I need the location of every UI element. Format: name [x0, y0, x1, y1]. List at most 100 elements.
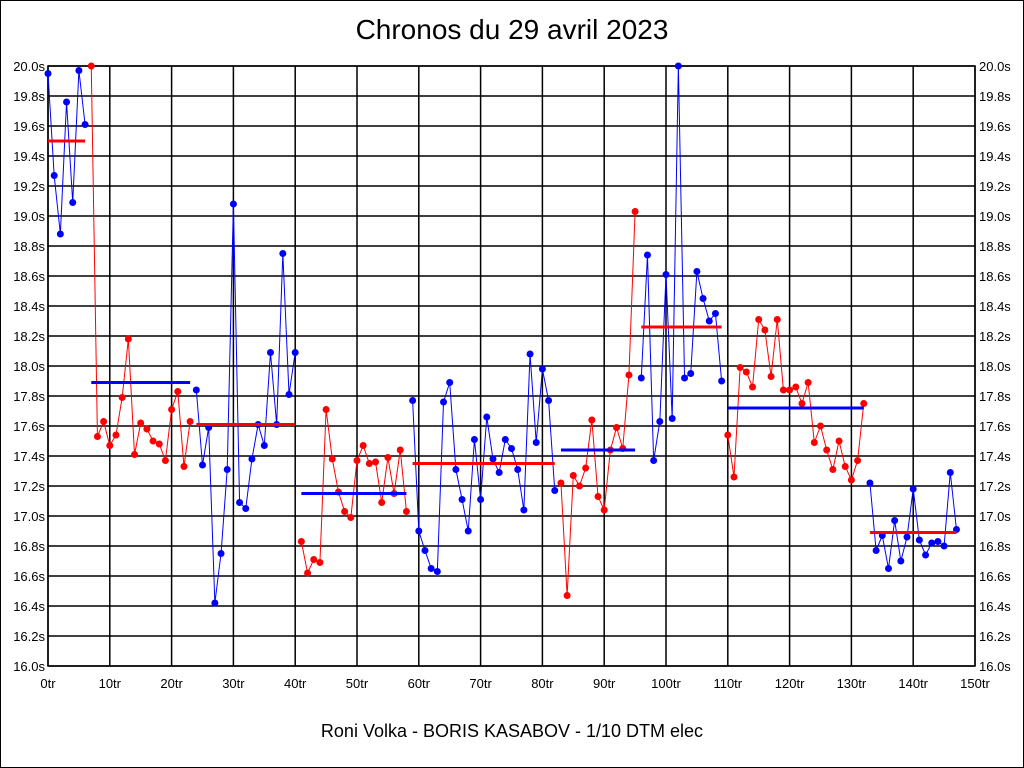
y-tick-label-right: 18.0s — [979, 359, 1011, 374]
lap-time-point — [551, 487, 559, 494]
y-tick-label-left: 19.2s — [13, 179, 45, 194]
y-tick-label-left: 18.6s — [13, 269, 45, 284]
lap-time-point — [810, 439, 818, 446]
lap-time-point — [767, 373, 775, 380]
lap-time-point — [650, 457, 658, 464]
lap-time-point — [841, 463, 849, 470]
lap-time-point — [266, 349, 274, 356]
lap-time-point — [872, 547, 880, 554]
y-tick-label-left: 16.4s — [13, 599, 45, 614]
lap-time-point — [378, 499, 386, 506]
x-tick-label: 140tr — [898, 676, 928, 691]
lap-time-point — [637, 374, 645, 382]
lap-time-point — [106, 442, 114, 449]
lap-time-point — [93, 433, 101, 440]
lap-time-point — [365, 460, 373, 467]
lap-time-point — [736, 364, 744, 371]
y-tick-label-left: 19.8s — [13, 89, 45, 104]
lap-time-point — [217, 550, 225, 557]
x-tick-label: 110tr — [713, 676, 742, 691]
y-tick-label-right: 16.8s — [979, 539, 1011, 554]
lap-time-point — [674, 62, 682, 70]
lap-time-point — [353, 457, 361, 464]
lap-time-point — [143, 425, 151, 433]
lap-time-point — [909, 485, 917, 493]
y-tick-label-right: 16.6s — [979, 569, 1011, 584]
y-tick-label-right: 19.6s — [979, 119, 1011, 134]
y-tick-label-right: 20.0s — [979, 59, 1011, 74]
x-tick-label: 120tr — [775, 676, 805, 691]
lap-time-point — [477, 496, 485, 503]
y-tick-label-right: 17.8s — [979, 389, 1011, 404]
lap-time-point — [242, 505, 250, 512]
lap-time-point — [87, 62, 95, 70]
y-tick-label-right: 18.4s — [979, 299, 1011, 314]
x-tick-label: 70tr — [469, 676, 492, 691]
lap-time-point — [56, 230, 64, 238]
lap-time-point — [347, 514, 355, 521]
y-tick-label-left: 17.6s — [13, 419, 45, 434]
lap-time-point — [891, 517, 899, 524]
lap-time-point — [662, 271, 670, 278]
lap-time-point — [168, 406, 176, 413]
lap-time-point — [786, 386, 794, 394]
lap-time-point — [538, 365, 546, 373]
lap-time-point — [131, 451, 139, 458]
lap-time-point — [501, 436, 509, 443]
lap-time-point — [304, 569, 312, 577]
y-tick-label-left: 17.4s — [13, 449, 45, 464]
lap-time-point — [711, 310, 719, 317]
lap-time-point — [75, 67, 83, 74]
lap-time-point — [847, 476, 855, 484]
lap-time-point — [199, 461, 206, 469]
lap-time-point — [161, 457, 169, 464]
chart-title: Chronos du 29 avril 2023 — [355, 14, 669, 45]
lap-time-point — [668, 415, 676, 422]
lap-time-point — [545, 397, 553, 404]
lap-time-point — [483, 413, 491, 421]
lap-time-point — [823, 446, 831, 454]
lap-time-point — [594, 493, 602, 500]
lap-time-point — [155, 440, 163, 448]
lap-time-point — [297, 538, 305, 545]
lap-time-point — [396, 446, 404, 454]
y-tick-label-left: 19.4s — [13, 149, 45, 164]
lap-time-point — [495, 469, 503, 476]
y-tick-label-right: 19.8s — [979, 89, 1011, 104]
y-tick-label-left: 16.0s — [13, 659, 45, 674]
y-tick-label-right: 18.6s — [979, 269, 1011, 284]
stint-7-line — [640, 65, 723, 461]
lap-time-point — [934, 538, 942, 545]
lap-time-point — [446, 379, 454, 386]
lap-time-point — [699, 295, 707, 302]
lap-time-point — [761, 326, 769, 334]
lap-time-point — [464, 527, 472, 535]
lap-time-point — [322, 406, 330, 413]
lap-time-point — [44, 70, 52, 77]
lap-time-point — [742, 368, 750, 376]
y-tick-label-left: 17.2s — [13, 479, 45, 494]
lap-time-point — [180, 463, 188, 470]
lap-time-point — [285, 391, 293, 398]
lap-time-point — [433, 568, 441, 575]
y-tick-label-right: 17.4s — [979, 449, 1011, 464]
lap-time-point — [458, 496, 466, 503]
lap-time-point — [582, 464, 590, 472]
lap-time-point — [798, 400, 806, 407]
lap-time-point — [137, 419, 145, 427]
y-tick-label-right: 18.2s — [979, 329, 1011, 344]
lap-time-point — [600, 506, 608, 514]
lap-time-point — [402, 508, 410, 515]
x-tick-label: 20tr — [160, 676, 183, 691]
lap-time-point — [421, 547, 429, 554]
lap-time-point — [124, 335, 132, 343]
y-tick-label-right: 17.0s — [979, 509, 1011, 524]
lap-time-point — [922, 551, 930, 559]
lap-time-point — [415, 527, 423, 535]
lap-time-point — [186, 418, 194, 425]
lap-time-point — [316, 559, 324, 566]
y-tick-label-right: 16.4s — [979, 599, 1011, 614]
stint-4-line — [300, 409, 407, 575]
x-tick-label: 40tr — [284, 676, 307, 691]
